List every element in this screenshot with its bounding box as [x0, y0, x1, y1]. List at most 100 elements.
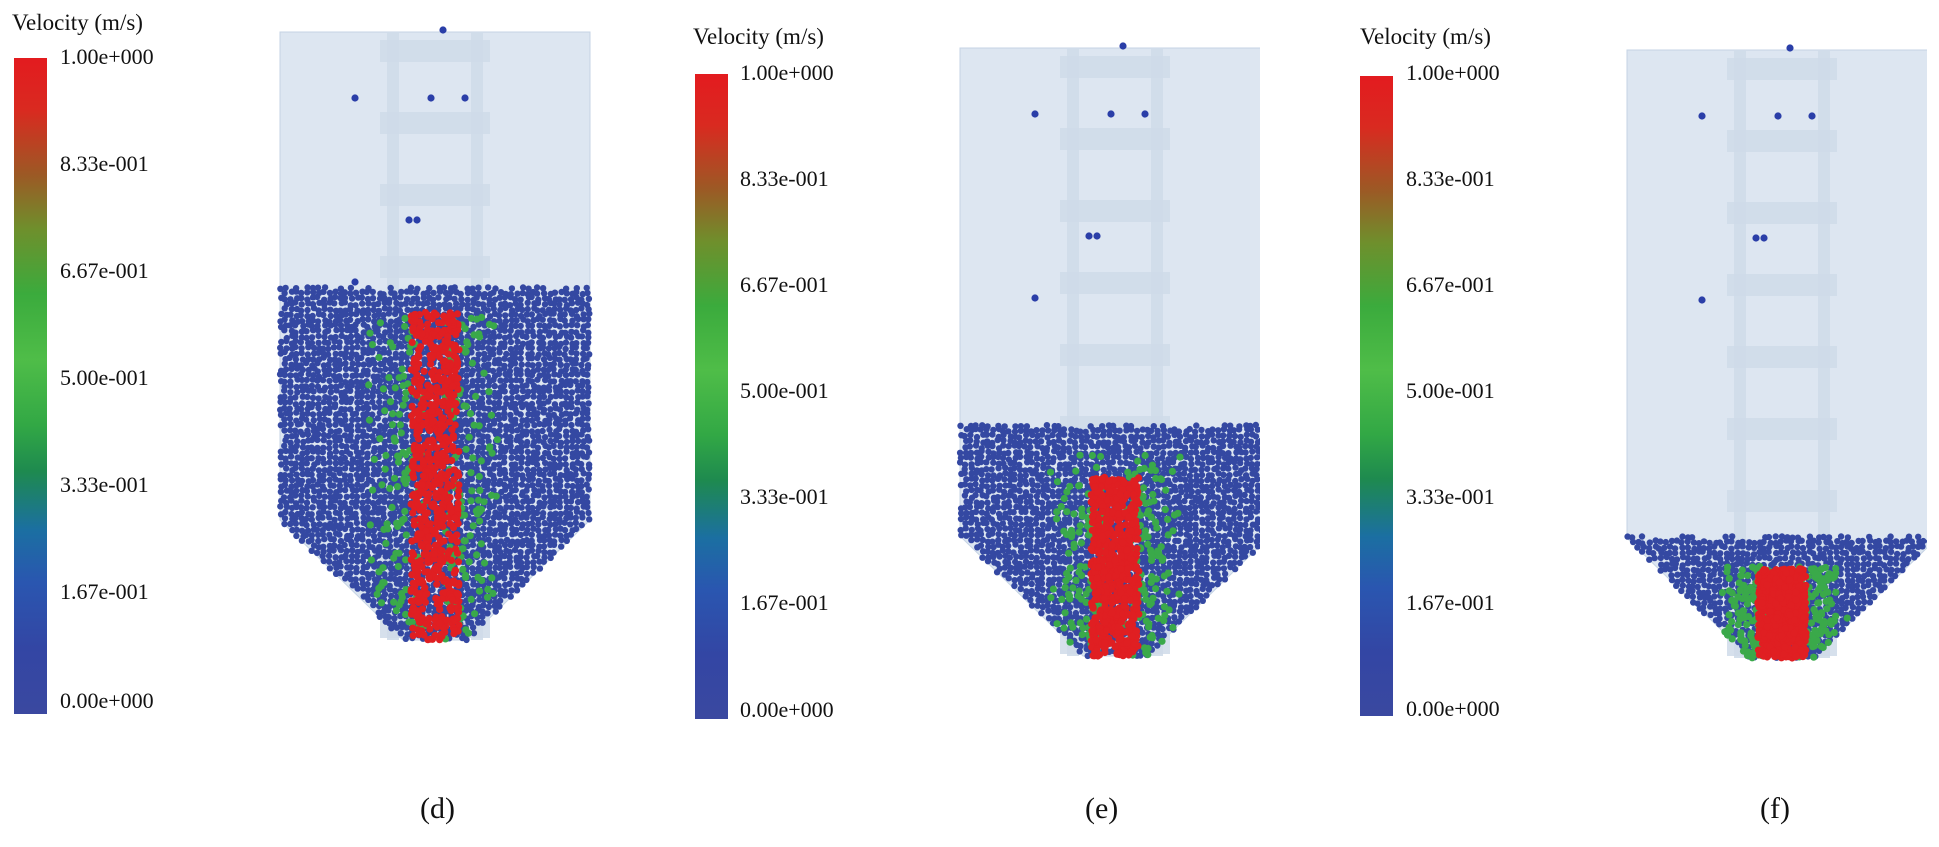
- slow-particle: [1056, 465, 1063, 472]
- slow-particle: [514, 519, 521, 527]
- slow-particle: [485, 580, 493, 587]
- slow-particle: [1204, 448, 1211, 455]
- slow-particle: [1043, 494, 1051, 501]
- slow-particle: [1049, 458, 1056, 466]
- slow-particle: [371, 563, 378, 570]
- slow-particle: [574, 387, 581, 394]
- slow-particle: [501, 508, 508, 515]
- slow-particle: [376, 377, 384, 384]
- slow-particle: [534, 354, 541, 362]
- slow-particle: [994, 453, 1002, 461]
- slow-particle: [512, 475, 519, 483]
- slow-particle: [358, 354, 365, 361]
- slow-particle: [569, 482, 576, 490]
- slow-particle: [972, 491, 979, 499]
- slow-particle: [496, 564, 503, 571]
- slow-particle: [313, 549, 321, 556]
- slow-particle: [311, 488, 318, 495]
- slow-particle: [347, 290, 354, 297]
- slow-particle: [506, 371, 513, 379]
- slow-particle: [1023, 480, 1030, 488]
- slow-particle: [321, 366, 328, 374]
- slow-particle: [463, 552, 470, 560]
- slow-particle: [335, 365, 343, 373]
- slow-particle: [1089, 442, 1096, 449]
- slow-particle: [502, 564, 509, 571]
- slow-particle: [342, 372, 350, 379]
- slow-particle: [557, 472, 564, 479]
- slow-particle: [1011, 464, 1018, 472]
- slow-particle: [562, 493, 569, 500]
- slow-particle: [579, 350, 587, 357]
- slow-particle: [358, 476, 365, 483]
- slow-particle: [365, 596, 372, 603]
- fast-particle: [415, 346, 423, 354]
- slow-particle: [386, 360, 394, 367]
- slow-particle: [287, 453, 295, 460]
- slow-particle: [584, 393, 591, 400]
- fast-particle: [439, 458, 447, 466]
- slow-particle: [281, 399, 289, 406]
- slow-particle: [1000, 442, 1007, 449]
- silo-simulation-d: [276, 26, 593, 644]
- medium-particle: [390, 474, 399, 482]
- slow-particle: [341, 432, 349, 439]
- slow-particle: [1012, 423, 1019, 430]
- slow-particle: [484, 328, 492, 335]
- slow-particle: [292, 464, 299, 471]
- slow-particle: [470, 405, 478, 412]
- slow-particle: [1081, 444, 1089, 451]
- medium-particle: [401, 469, 409, 477]
- slow-particle: [412, 289, 420, 296]
- fast-particle: [454, 558, 463, 566]
- slow-particle: [523, 311, 531, 318]
- slow-particle: [1083, 453, 1090, 461]
- slow-particle: [293, 350, 300, 358]
- slow-particle: [1038, 431, 1046, 438]
- slow-particle: [479, 608, 486, 615]
- slow-particle: [299, 387, 307, 394]
- fast-particle: [432, 394, 440, 402]
- slow-particle: [519, 541, 526, 549]
- slow-particle: [562, 461, 569, 468]
- slow-particle: [1131, 466, 1139, 473]
- slow-particle: [364, 371, 371, 378]
- slow-particle: [1204, 465, 1211, 472]
- slow-particle: [967, 449, 975, 457]
- stray-particle: [351, 94, 359, 102]
- slow-particle: [984, 499, 991, 506]
- slow-particle: [984, 442, 991, 449]
- slow-particle: [1193, 472, 1200, 479]
- slow-particle: [287, 426, 294, 434]
- slow-particle: [480, 444, 487, 451]
- slow-particle: [474, 344, 481, 351]
- slow-particle: [1220, 498, 1227, 506]
- slow-particle: [496, 559, 504, 566]
- slow-particle: [547, 521, 554, 528]
- slow-particle: [474, 582, 482, 589]
- slow-particle: [1029, 481, 1036, 488]
- slow-particle: [403, 416, 410, 423]
- slow-particle: [519, 284, 527, 291]
- slow-particle: [583, 481, 590, 488]
- slow-particle: [391, 443, 398, 451]
- slow-particle: [525, 405, 532, 412]
- slow-particle: [319, 425, 327, 433]
- slow-particle: [1060, 439, 1067, 447]
- slow-particle: [1183, 486, 1190, 494]
- slow-particle: [485, 438, 492, 445]
- stray-particle: [351, 278, 359, 286]
- slow-particle: [358, 372, 365, 379]
- slow-particle: [573, 492, 581, 499]
- slow-particle: [523, 570, 531, 578]
- medium-particle: [469, 522, 477, 530]
- slow-particle: [324, 339, 332, 347]
- slow-particle: [1187, 455, 1195, 463]
- medium-particle: [398, 365, 406, 373]
- slow-particle: [359, 558, 366, 565]
- slow-particle: [1169, 459, 1177, 466]
- slow-particle: [514, 338, 521, 345]
- slow-particle: [1215, 459, 1222, 466]
- medium-particle: [386, 398, 395, 406]
- slow-particle: [490, 465, 497, 472]
